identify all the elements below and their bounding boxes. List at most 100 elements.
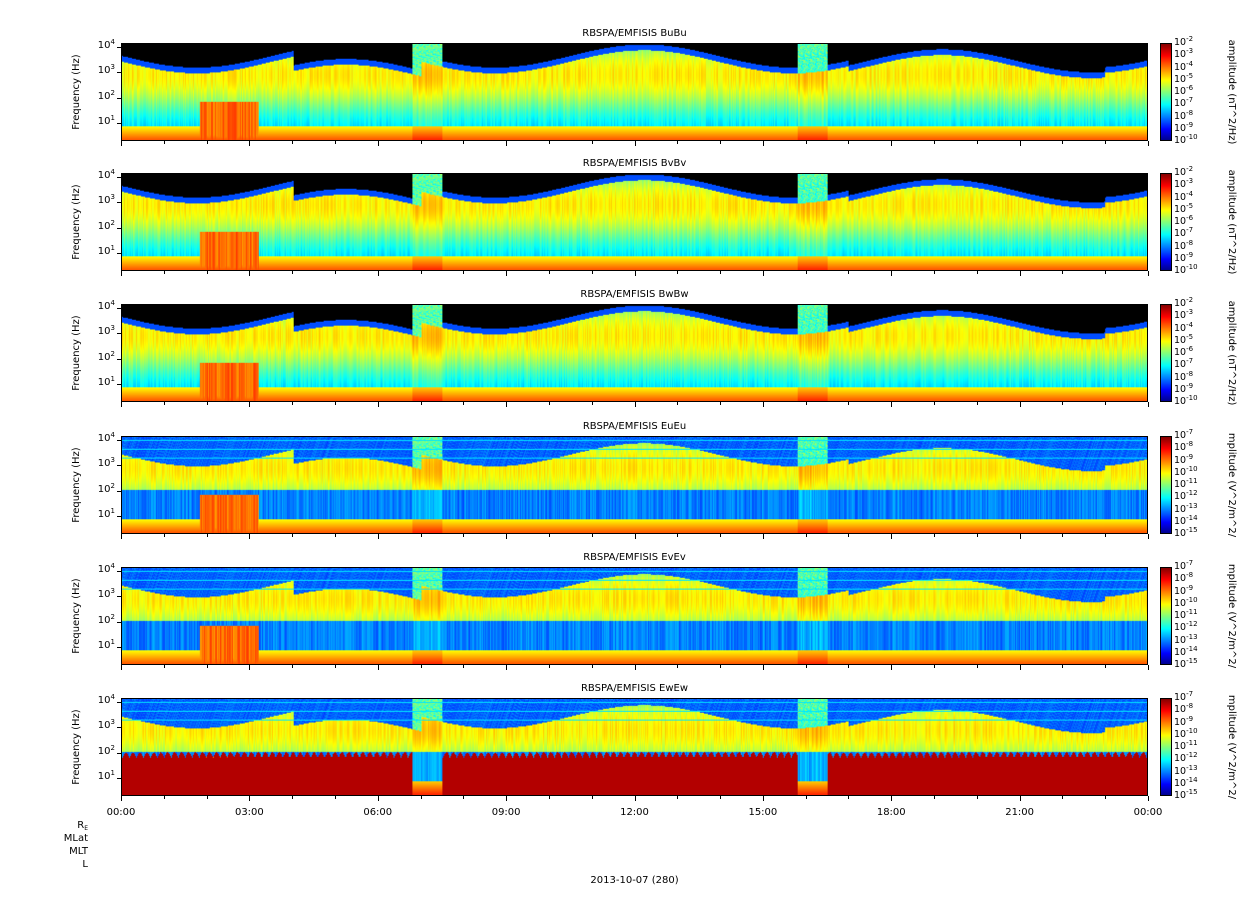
x-tick-mark: [1062, 665, 1064, 668]
y-tick-mark: [117, 97, 121, 99]
y-tick-base: 10: [97, 300, 111, 312]
x-tick-mark: [506, 271, 508, 276]
y-tick-mark: [117, 465, 121, 467]
x-tick-mark: [762, 665, 764, 670]
x-tick-mark: [121, 402, 122, 407]
x-tick-mark: [1148, 796, 1149, 801]
x-tick-mark: [206, 402, 208, 405]
colorbar-tick-label: 10-2: [1174, 166, 1193, 178]
colorbar-tick-exponent: -12: [1186, 751, 1198, 760]
x-tick-mark: [1148, 534, 1149, 539]
colorbar-tick-base: 10: [1174, 167, 1187, 178]
colorbar-tick-label: 10-7: [1174, 429, 1193, 441]
x-tick-mark: [249, 141, 251, 146]
colorbar-tick-label: 10-14: [1174, 514, 1198, 527]
x-tick-mark: [1105, 665, 1107, 668]
y-tick-label: 102: [81, 744, 115, 757]
panel-title: RBSPA/EMFISIS BvBv: [582, 158, 687, 169]
colorbar-tick-label: 10-8: [1174, 238, 1194, 252]
x-tick-mark: [334, 271, 336, 274]
x-tick-label: 21:00: [1005, 807, 1035, 818]
x-tick-mark: [934, 665, 936, 668]
y-tick-mark: [117, 727, 121, 729]
x-tick-mark: [292, 796, 294, 799]
colorbar-tick-exponent: -8: [1186, 369, 1194, 378]
colorbar-tick-base: 10: [1174, 454, 1187, 466]
colorbar-tick-label: 10-6: [1174, 215, 1193, 227]
x-tick-mark: [249, 271, 251, 276]
x-tick-mark: [591, 141, 593, 144]
colorbar-tick-exponent: -4: [1186, 320, 1194, 329]
re-subscript: E: [84, 825, 88, 832]
y-tick-label: 103: [81, 588, 115, 600]
y-tick-mark: [117, 778, 121, 780]
colorbar-tick-exponent: -11: [1186, 739, 1198, 747]
x-tick-mark: [249, 534, 251, 539]
x-tick-mark: [163, 141, 165, 144]
colorbar-tick-exponent: -8: [1186, 238, 1194, 247]
x-tick-mark: [634, 796, 636, 801]
y-tick-mark: [117, 202, 121, 204]
colorbar-tick-exponent: -10: [1186, 464, 1198, 473]
x-tick-mark: [249, 796, 251, 801]
x-tick-mark: [334, 665, 336, 668]
x-tick-mark: [506, 141, 508, 146]
y-tick-mark: [117, 384, 121, 386]
x-tick-mark: [463, 402, 465, 405]
colorbar-tick-base: 10: [1174, 597, 1187, 609]
colorbar-tick-exponent: -5: [1186, 71, 1194, 80]
ephemeris-re-label: RE: [48, 821, 88, 832]
y-tick-mark: [117, 307, 121, 309]
x-tick-mark: [677, 402, 679, 405]
y-tick-base: 10: [97, 90, 111, 102]
x-tick-mark: [805, 271, 807, 274]
colorbar-tick-base: 10: [1174, 528, 1187, 539]
y-tick-exponent: 2: [110, 218, 115, 227]
x-tick-mark: [891, 665, 893, 670]
colorbar-tick-base: 10: [1174, 37, 1187, 48]
colorbar-tick-base: 10: [1174, 240, 1187, 252]
colorbar-tick-label: 10-13: [1174, 501, 1198, 515]
colorbar-tick-label: 10-4: [1174, 60, 1193, 73]
x-tick-mark: [506, 402, 508, 407]
colorbar-tick-exponent: -9: [1186, 250, 1194, 259]
y-tick-exponent: 4: [110, 430, 115, 439]
x-tick-mark: [420, 534, 422, 537]
colorbar-tick-label: 10-12: [1174, 751, 1198, 764]
colorbar-tick-base: 10: [1174, 561, 1187, 572]
colorbar-tick-exponent: -13: [1186, 501, 1198, 510]
y-tick-base: 10: [97, 483, 111, 495]
x-tick-label: 00:00: [1133, 807, 1163, 818]
colorbar-tick-label: 10-9: [1174, 121, 1193, 134]
colorbar-tick-label: 10-5: [1174, 201, 1194, 215]
y-tick-base: 10: [97, 771, 111, 783]
x-tick-mark: [634, 402, 636, 407]
x-tick-mark: [677, 141, 679, 144]
colorbar-tick-exponent: -9: [1186, 381, 1194, 390]
colorbar-tick-base: 10: [1174, 479, 1187, 490]
x-tick-mark: [720, 271, 722, 274]
x-tick-mark: [1062, 141, 1064, 144]
x-tick-mark: [377, 402, 379, 407]
x-tick-mark: [976, 534, 978, 537]
colorbar-tick-exponent: -3: [1186, 177, 1194, 186]
spectrogram-plot: [121, 173, 1148, 271]
y-tick-mark: [117, 227, 121, 229]
x-tick-mark: [720, 141, 722, 144]
x-tick-mark: [1019, 796, 1021, 801]
colorbar-tick-base: 10: [1174, 203, 1187, 215]
colorbar-tick-exponent: -5: [1186, 201, 1194, 210]
colorbar-tick-base: 10: [1174, 371, 1187, 383]
colorbar-tick-exponent: -2: [1186, 296, 1194, 304]
colorbar-tick-base: 10: [1174, 179, 1187, 191]
x-tick-mark: [934, 796, 936, 799]
x-tick-mark: [720, 534, 722, 537]
y-tick-label: 104: [81, 38, 115, 51]
colorbar-tick-label: 10-7: [1174, 227, 1193, 239]
colorbar-tick-base: 10: [1174, 442, 1187, 454]
x-tick-mark: [463, 534, 465, 537]
colorbar-tick-exponent: -2: [1186, 35, 1194, 43]
x-tick-mark: [634, 271, 636, 276]
x-tick-mark: [805, 796, 807, 799]
